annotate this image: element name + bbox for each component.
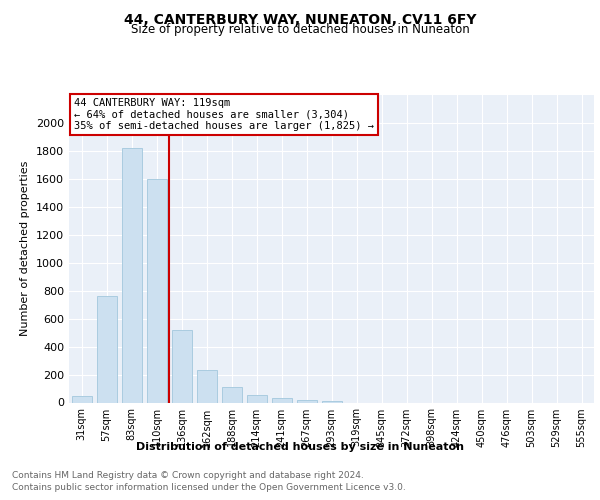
Text: Distribution of detached houses by size in Nuneaton: Distribution of detached houses by size … xyxy=(136,442,464,452)
Text: Contains HM Land Registry data © Crown copyright and database right 2024.: Contains HM Land Registry data © Crown c… xyxy=(12,471,364,480)
Bar xyxy=(322,401,341,402)
Text: 44 CANTERBURY WAY: 119sqm
← 64% of detached houses are smaller (3,304)
35% of se: 44 CANTERBURY WAY: 119sqm ← 64% of detac… xyxy=(74,98,374,132)
Text: Size of property relative to detached houses in Nuneaton: Size of property relative to detached ho… xyxy=(131,22,469,36)
Bar xyxy=(146,179,167,402)
Bar xyxy=(197,370,217,402)
Bar xyxy=(296,400,317,402)
Bar xyxy=(271,398,292,402)
Bar xyxy=(97,296,116,403)
Bar xyxy=(247,395,266,402)
Y-axis label: Number of detached properties: Number of detached properties xyxy=(20,161,31,336)
Text: 44, CANTERBURY WAY, NUNEATON, CV11 6FY: 44, CANTERBURY WAY, NUNEATON, CV11 6FY xyxy=(124,12,476,26)
Bar xyxy=(121,148,142,403)
Bar xyxy=(172,330,191,402)
Bar xyxy=(71,396,91,402)
Bar xyxy=(221,387,241,402)
Text: Contains public sector information licensed under the Open Government Licence v3: Contains public sector information licen… xyxy=(12,482,406,492)
